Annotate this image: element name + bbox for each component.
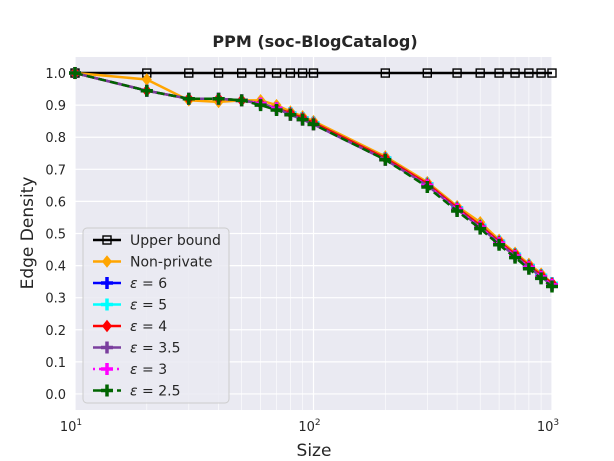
plus-marker [101,384,113,397]
plus-marker [522,262,535,275]
square-marker [184,68,194,78]
legend-box [82,227,230,404]
square-marker [547,68,557,78]
square-marker [255,68,266,78]
legend-label: ε = 2.5 [130,384,180,400]
legend-label: Non-private [130,255,212,271]
plus-marker [270,103,283,116]
square-marker [475,68,485,78]
y-tick-label: 0.7 [45,163,66,178]
plus-marker [235,94,248,107]
plus-marker [101,341,113,354]
square-marker [510,68,520,78]
plus-marker [296,113,309,126]
y-axis-ticks: 0.0 0.1 0.2 0.3 0.4 0.5 0.6 0.7 0.8 0.9 1.0 [45,67,66,403]
plus-marker [182,92,195,105]
legend-label: ε = 3 [130,362,167,378]
x-axis-ticks: 101 102 103 [60,418,559,435]
square-marker [536,68,546,78]
plus-marker [509,251,522,264]
y-tick-label: 1.0 [45,67,66,82]
legend-item: ε = 5 [93,298,167,314]
plus-marker [284,108,297,121]
plus-marker [212,92,225,105]
plus-marker [474,222,487,235]
square-marker [494,68,504,78]
x-tick-label: 101 [60,418,82,435]
legend-item: ε = 2.5 [93,384,180,400]
square-marker [237,68,247,78]
y-axis-label: Edge Density [18,177,38,290]
plus-marker [535,272,548,285]
square-marker [297,68,308,78]
plus-marker [546,280,558,293]
y-tick-label: 0.3 [45,292,66,307]
plus-marker [307,118,320,131]
y-tick-label: 0.4 [45,260,66,275]
y-tick-label: 0.6 [45,195,66,210]
plus-marker [69,67,81,80]
plus-marker [140,84,153,97]
square-marker [213,68,224,78]
plus-marker [101,277,113,289]
plus-marker [421,180,434,193]
plus-marker [254,99,267,112]
legend: Upper bound Non-private ε = 6 ε = 5 ε = 4 ε =… [82,227,230,404]
square-marker [380,68,390,78]
diamond-marker [101,255,113,268]
square-marker [285,68,296,78]
square-marker [422,68,432,78]
y-tick-label: 0.9 [45,99,66,114]
square-marker [102,235,112,245]
x-axis-label: Size [297,441,332,461]
y-tick-label: 0.0 [45,388,66,403]
plus-marker [493,238,506,251]
square-marker [308,68,319,78]
plus-marker [101,363,113,375]
plus-marker [101,298,113,311]
plus-marker [379,153,392,166]
square-marker [452,68,462,78]
legend-label: ε = 5 [130,298,167,314]
chart-title: PPM (soc-BlogCatalog) [212,32,417,51]
legend-label: ε = 3.5 [130,341,180,357]
square-marker [271,68,282,78]
diamond-marker [101,319,113,333]
x-tick-label: 102 [298,418,320,435]
y-tick-label: 0.8 [45,131,66,146]
legend-item: ε = 3 [93,362,167,378]
x-tick-label: 103 [537,418,559,435]
y-tick-label: 0.2 [45,324,66,339]
legend-label: Upper bound [130,233,221,249]
series-2-5 [69,67,558,293]
y-tick-label: 0.5 [45,228,66,243]
legend-item: ε = 6 [93,276,167,292]
series-layer [69,66,558,293]
y-tick-label: 0.1 [45,356,66,371]
square-marker [524,68,534,78]
legend-item: Non-private [93,255,212,271]
plus-marker [451,205,464,218]
legend-label: ε = 6 [130,276,167,292]
legend-label: ε = 4 [130,319,167,335]
legend-item: Upper bound [93,233,221,249]
legend-item: ε = 4 [93,319,167,335]
legend-item: ε = 3.5 [93,341,180,357]
